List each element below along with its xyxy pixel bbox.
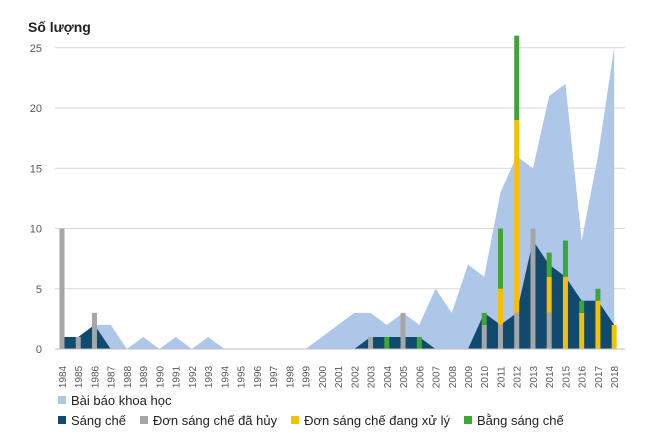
bar-Đơn sáng chế đã hủy-1986 [91, 312, 97, 349]
x-tick-label: 1987 [107, 365, 118, 388]
x-tick-label: 1999 [302, 365, 313, 388]
legend-swatch [139, 416, 148, 424]
legend-item: Bằng sáng chế [463, 412, 564, 428]
y-tick-label: 25 [30, 43, 42, 55]
legend-label: Bài báo khoa học [71, 392, 172, 408]
y-tick-label: 0 [36, 344, 42, 356]
x-tick-label: 2009 [464, 365, 475, 388]
bar-Bằng sáng chế-2015 [562, 240, 568, 277]
bar-Đơn sáng chế đã hủy-2011 [497, 324, 503, 349]
bar-Đơn sáng chế đã hủy-2013 [530, 228, 536, 349]
legend-item: Đơn sáng chế đã hủy [139, 412, 278, 428]
x-tick-label: 2003 [367, 365, 378, 388]
x-tick-label: 2018 [610, 365, 621, 388]
legend-row: Bài báo khoa học [58, 390, 648, 410]
x-tick-label: 2013 [529, 365, 540, 388]
bar-Đơn sáng chế đang xử lý-2017 [595, 300, 601, 349]
bar-Bằng sáng chế-2017 [595, 288, 601, 301]
bar-Đơn sáng chế đã hủy-2010 [481, 324, 487, 349]
x-tick-label: 2014 [545, 365, 556, 388]
x-tick-label: 1984 [58, 365, 69, 388]
x-tick-label: 1997 [269, 365, 280, 388]
x-tick-label: 1993 [204, 365, 215, 388]
bar-Đơn sáng chế đang xử lý-2015 [562, 276, 568, 349]
x-tick-label: 2012 [513, 365, 524, 388]
bar-Đơn sáng chế đã hủy-2003 [368, 336, 374, 349]
bar-Đơn sáng chế đang xử lý-2014 [546, 276, 552, 313]
bar-Đơn sáng chế đang xử lý-2016 [579, 312, 585, 349]
y-tick-label: 10 [30, 224, 42, 236]
x-tick-label: 1985 [74, 365, 85, 388]
legend-row: Sáng chế Đơn sáng chế đã hủy Đơn sáng chế … [58, 410, 648, 430]
bar-Đơn sáng chế đã hủy-2014 [546, 312, 552, 349]
bar-Đơn sáng chế đang xử lý-2018 [611, 324, 617, 349]
x-tick-label: 2016 [578, 365, 589, 388]
x-tick-label: 1986 [90, 365, 101, 388]
legend-swatch [463, 416, 472, 424]
bar-Bằng sáng chế-2004 [384, 336, 390, 349]
legend: Bài báo khoa học Sáng chế Đơn sáng chế đã… [58, 390, 648, 430]
legend-label: Bằng sáng chế [476, 412, 564, 428]
bar-Bằng sáng chế-2010 [481, 312, 487, 325]
y-tick-label: 20 [30, 103, 42, 115]
bar-Bằng sáng chế-2016 [579, 300, 585, 313]
bar-Đơn sáng chế đã hủy-2005 [400, 312, 406, 349]
x-tick-label: 2001 [334, 365, 345, 388]
legend-item: Đơn sáng chế đang xử lý [291, 413, 450, 428]
y-tick-label: 15 [30, 163, 42, 175]
legend-item: Sáng chế [58, 413, 126, 428]
legend-label: Sáng chế [71, 412, 126, 428]
legend-label: Đơn sáng chế đã hủy [152, 412, 278, 428]
x-tick-label: 1992 [188, 365, 199, 388]
bar-Bằng sáng chế-2006 [416, 336, 422, 349]
x-tick-label: 2006 [415, 365, 426, 388]
bar-Đơn sáng chế đã hủy-1984 [59, 228, 65, 349]
x-tick-label: 2000 [318, 365, 329, 388]
y-tick-label: 5 [36, 284, 42, 296]
x-tick-label: 1996 [253, 365, 264, 388]
y-axis-label: Số lượng [28, 19, 91, 35]
x-tick-label: 1988 [123, 365, 134, 388]
bar-Đơn sáng chế đang xử lý-2012 [514, 120, 520, 313]
x-tick-label: 2010 [480, 365, 491, 388]
bar-Đơn sáng chế đã hủy-2012 [514, 312, 520, 349]
bar-Bằng sáng chế-2011 [497, 228, 503, 289]
x-tick-label: 2004 [383, 365, 394, 388]
bar-Đơn sáng chế đang xử lý-2011 [497, 288, 503, 325]
area-Bài báo khoa học [62, 47, 615, 349]
bar-Bằng sáng chế-2012 [514, 35, 520, 121]
x-tick-label: 1998 [285, 365, 296, 388]
legend-swatch [58, 396, 66, 404]
x-tick-label: 1995 [237, 365, 248, 388]
area-series [62, 47, 615, 349]
x-tick-label: 2002 [350, 365, 361, 388]
legend-label: Đơn sáng chế đang xử lý [304, 412, 450, 428]
legend-swatch [58, 416, 66, 424]
bar-Đơn sáng chế đã hủy-1985 [75, 336, 81, 349]
x-tick-label: 1991 [172, 365, 183, 388]
legend-swatch [291, 416, 300, 424]
axes: 0 5 10 15 20 25 1984 1985 1986 1987 1988 1989 1990 19… [30, 43, 625, 388]
bar-series [59, 35, 617, 349]
legend-item: Bài báo khoa học [58, 393, 171, 408]
x-tick-label: 1989 [139, 365, 150, 388]
x-tick-label: 2007 [432, 365, 443, 388]
x-tick-label: 2015 [561, 365, 572, 388]
x-tick-label: 2017 [594, 365, 605, 388]
area-Sáng chế [62, 240, 615, 349]
x-tick-label: 1994 [220, 365, 231, 388]
x-tick-label: 1990 [155, 365, 166, 388]
x-tick-label: 2008 [448, 365, 459, 388]
x-tick-label: 2005 [399, 365, 410, 388]
x-tick-label: 2011 [496, 366, 507, 388]
bar-Bằng sáng chế-2014 [546, 252, 552, 277]
